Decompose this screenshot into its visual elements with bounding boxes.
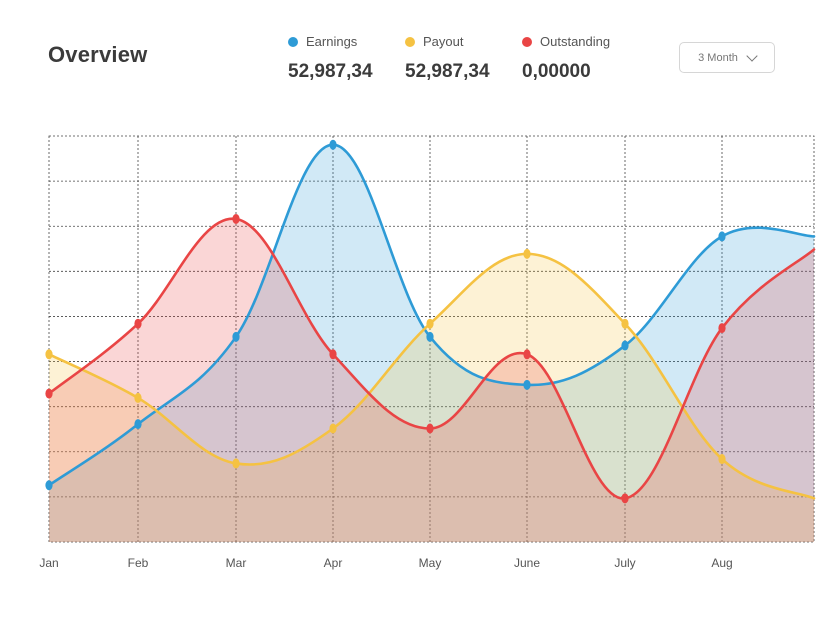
payout-dot-icon [405,36,415,47]
earnings-point [523,379,531,390]
outstanding-area [49,218,814,542]
x-tick-label: May [419,556,442,570]
x-tick-label: Feb [128,556,149,570]
range-select-label: 3 Month [698,51,738,64]
legend-label-outstanding: Outstanding [540,34,611,49]
outstanding-value: 0,00000 [522,61,591,82]
payout-point [45,349,53,360]
earnings-dot-icon [288,36,298,47]
earnings-point [621,340,629,351]
earnings-point [718,231,726,242]
outstanding-point [329,349,337,360]
payout-point [329,423,337,434]
payout-point [621,318,629,329]
x-tick-label: Apr [324,556,343,570]
earnings-point [45,480,53,491]
payout-value: 52,987,34 [405,61,490,82]
x-axis-ticks: Jan Feb Mar Apr May June July Aug [39,556,732,570]
grid-frame [48,135,815,543]
earnings-point [426,331,434,342]
legend-item-outstanding: Outstanding 0,00000 [522,34,662,83]
outstanding-point [134,318,142,329]
x-tick-label: Mar [226,556,247,570]
earnings-point [329,139,337,150]
page-title: Overview [48,42,148,67]
outstanding-line [47,217,816,500]
earnings-point [232,331,240,342]
x-tick-label: June [514,556,540,570]
outstanding-point [426,423,434,434]
payout-point [523,248,531,259]
earnings-line [47,143,816,487]
earnings-point [134,419,142,430]
payout-point [232,458,240,469]
outstanding-point [232,213,240,224]
payout-point [718,454,726,465]
outstanding-point [523,349,531,360]
x-tick-label: Aug [711,556,732,570]
chart-areas [49,144,814,542]
x-tick-label: July [614,556,635,570]
x-tick-label: Jan [39,556,58,570]
payout-point [426,318,434,329]
payout-point [134,392,142,403]
legend-label-payout: Payout [423,34,464,49]
earnings-area [49,144,814,542]
outstanding-point [621,493,629,504]
range-select[interactable]: 3 Month [679,42,775,73]
earnings-value: 52,987,34 [288,61,373,82]
chart-lines [47,143,816,500]
legend-item-payout: Payout 52,987,34 [405,34,545,83]
outstanding-dot-icon [522,36,532,47]
chart-points [45,139,726,504]
payout-line [47,252,816,500]
legend-item-earnings: Earnings 52,987,34 [288,34,428,83]
legend-label-earnings: Earnings [306,34,358,49]
outstanding-point [718,323,726,334]
outstanding-point [45,388,53,399]
